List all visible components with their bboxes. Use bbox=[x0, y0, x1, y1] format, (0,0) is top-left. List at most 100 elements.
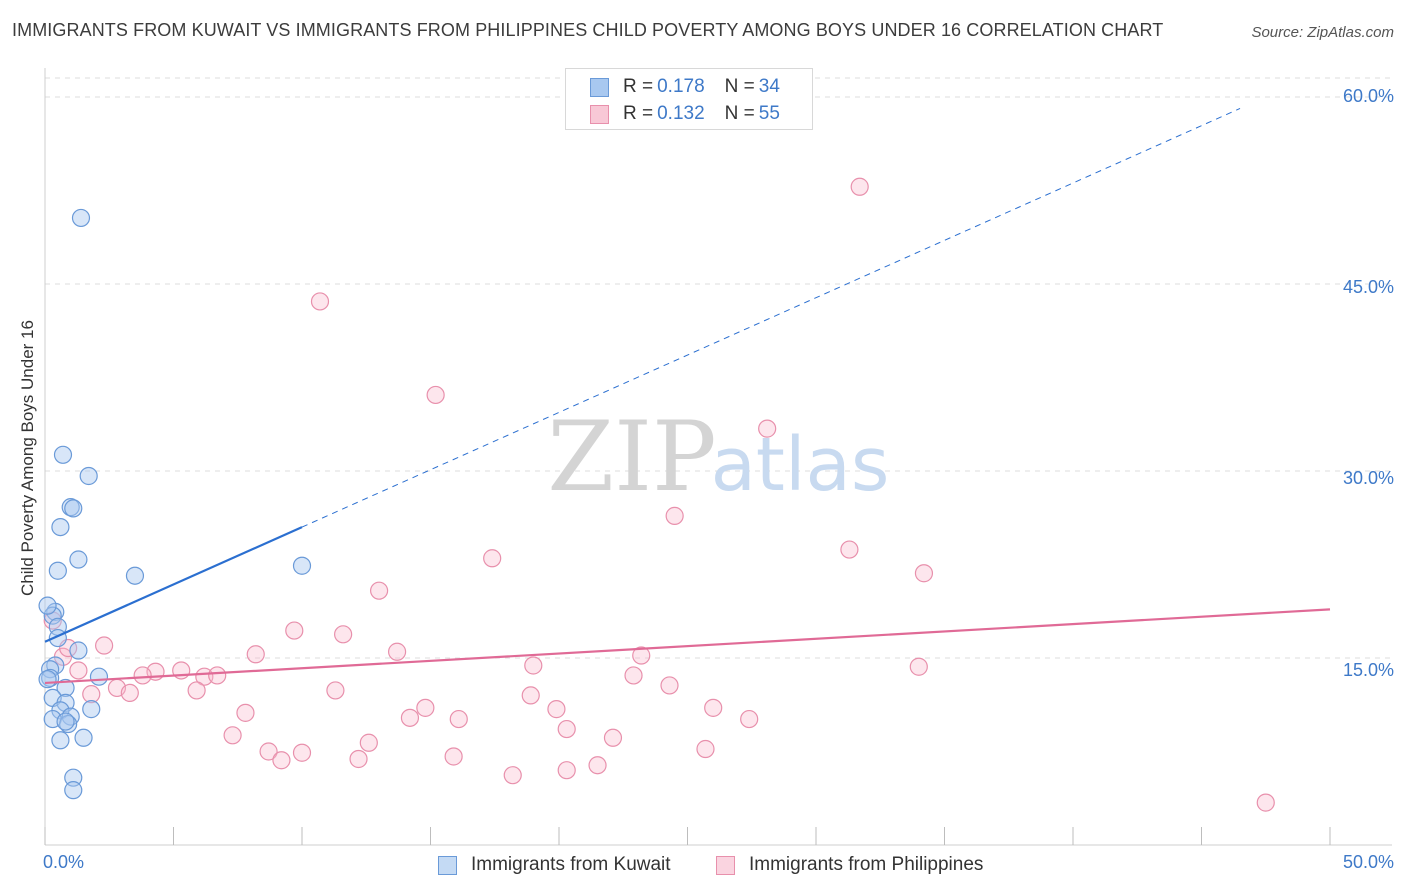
philippines-point bbox=[914, 564, 934, 583]
philippines-point bbox=[704, 698, 723, 717]
philippines-point bbox=[95, 636, 114, 655]
philippines-point bbox=[310, 292, 330, 311]
data-points bbox=[38, 177, 1275, 812]
philippines-point bbox=[359, 733, 378, 752]
philippines-point bbox=[334, 625, 353, 644]
philippines-point bbox=[665, 506, 684, 525]
r-label: R = bbox=[623, 103, 654, 124]
y-tick-label-60: 60.0% bbox=[1342, 86, 1394, 106]
kuwait-point bbox=[61, 707, 80, 726]
kuwait-point bbox=[38, 670, 57, 689]
y-tick-label-30: 30.0% bbox=[1342, 468, 1394, 488]
kuwait-swatch bbox=[438, 855, 457, 875]
philippines-point bbox=[524, 656, 543, 675]
philippines-point bbox=[603, 728, 623, 747]
r-label: R = bbox=[623, 76, 654, 97]
philippines-point bbox=[632, 646, 651, 665]
philippines-point bbox=[758, 419, 777, 438]
philippines-point bbox=[187, 681, 206, 700]
philippines-point bbox=[69, 661, 88, 680]
philippines-point bbox=[416, 698, 435, 717]
n-label: N = bbox=[724, 76, 755, 97]
legend-row-philippines: R = 0.132 N = 55 bbox=[590, 101, 780, 127]
y-axis-label: Child Poverty Among Boys Under 16 bbox=[18, 320, 37, 596]
kuwait-point bbox=[64, 781, 83, 800]
x-tick-label-min: 0.0% bbox=[43, 852, 85, 872]
philippines-point bbox=[236, 703, 255, 722]
correlation-legend: R = 0.178 N = 34 R = 0.132 N = 55 bbox=[565, 68, 813, 130]
philippines-point bbox=[483, 549, 502, 568]
philippines-point bbox=[624, 666, 643, 685]
philippines-point bbox=[326, 681, 345, 700]
n-label: N = bbox=[724, 103, 755, 124]
philippines-point bbox=[740, 709, 759, 729]
philippines-point bbox=[195, 667, 214, 686]
kuwait-point bbox=[38, 596, 57, 615]
trend-lines bbox=[44, 108, 1331, 685]
kuwait-point bbox=[69, 641, 88, 660]
philippines-trend-line bbox=[44, 608, 1331, 685]
philippines-point bbox=[82, 685, 101, 704]
philippines-point bbox=[521, 686, 540, 705]
philippines-point bbox=[370, 581, 389, 600]
kuwait-point bbox=[125, 566, 145, 585]
kuwait-point bbox=[64, 499, 83, 518]
gridlines bbox=[45, 77, 1392, 659]
kuwait-trend-line bbox=[44, 526, 303, 643]
kuwait-point bbox=[74, 728, 93, 747]
philippines-point bbox=[444, 747, 463, 766]
philippines-point bbox=[223, 726, 242, 745]
philippines-point bbox=[557, 761, 576, 780]
philippines-point bbox=[292, 743, 312, 762]
philippines-point bbox=[349, 749, 368, 769]
philippines-point bbox=[426, 385, 445, 405]
kuwait-point bbox=[43, 606, 62, 625]
philippines-point bbox=[133, 666, 152, 685]
kuwait-point bbox=[51, 731, 70, 750]
philippines-point bbox=[272, 751, 291, 770]
philippines-point bbox=[120, 683, 139, 703]
philippines-point bbox=[449, 709, 468, 729]
r-value: 0.132 bbox=[657, 103, 705, 124]
philippines-point bbox=[840, 540, 859, 559]
kuwait-swatch bbox=[590, 77, 609, 97]
kuwait-point bbox=[292, 556, 312, 575]
y-tick-label-45: 45.0% bbox=[1342, 277, 1394, 297]
kuwait-point bbox=[48, 561, 67, 580]
philippines-swatch bbox=[590, 104, 609, 124]
legend-row-kuwait: R = 0.178 N = 34 bbox=[590, 74, 780, 100]
philippines-point bbox=[1256, 793, 1275, 812]
watermark-zip: ZIP bbox=[547, 401, 716, 513]
legend-label-kuwait: Immigrants from Kuwait bbox=[471, 854, 671, 875]
x-tick-label-max: 50.0% bbox=[1342, 852, 1394, 872]
philippines-point bbox=[208, 666, 227, 685]
philippines-point bbox=[503, 766, 522, 785]
philippines-point bbox=[246, 645, 265, 664]
philippines-point bbox=[547, 700, 566, 719]
philippines-point bbox=[850, 177, 869, 196]
philippines-point bbox=[909, 657, 928, 676]
kuwait-point bbox=[56, 712, 75, 731]
r-value: 0.178 bbox=[657, 76, 705, 97]
philippines-swatch bbox=[716, 855, 735, 875]
kuwait-point bbox=[56, 678, 75, 698]
kuwait-point bbox=[79, 466, 98, 486]
legend-label-philippines: Immigrants from Philippines bbox=[749, 854, 984, 875]
philippines-point bbox=[660, 676, 679, 695]
philippines-point bbox=[400, 708, 420, 727]
y-tick-label-15: 15.0% bbox=[1342, 660, 1394, 680]
chart-source: Source: ZipAtlas.com bbox=[1251, 24, 1394, 41]
kuwait-point bbox=[69, 550, 88, 569]
n-value: 55 bbox=[758, 103, 780, 124]
kuwait-point bbox=[89, 667, 109, 686]
philippines-point bbox=[588, 756, 607, 775]
kuwait-point bbox=[64, 768, 83, 787]
watermark: ZIP atlas bbox=[547, 401, 889, 513]
kuwait-point bbox=[53, 445, 73, 464]
kuwait-point bbox=[82, 700, 101, 719]
legend-item-philippines: Immigrants from Philippines bbox=[716, 852, 983, 878]
chart-title: IMMIGRANTS FROM KUWAIT VS IMMIGRANTS FRO… bbox=[12, 20, 1164, 40]
legend-item-kuwait: Immigrants from Kuwait bbox=[438, 852, 671, 878]
philippines-point bbox=[696, 739, 715, 759]
